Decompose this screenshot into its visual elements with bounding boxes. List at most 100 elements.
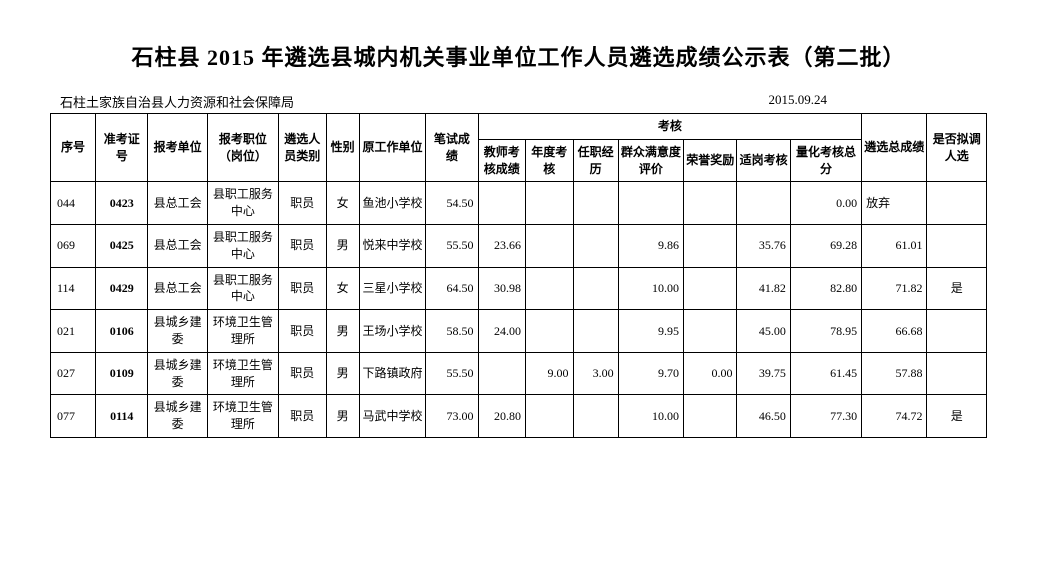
cell-written-score: 73.00 bbox=[426, 395, 478, 438]
cell-orig-unit: 三星小学校 bbox=[359, 267, 426, 310]
col-written-score: 笔试成绩 bbox=[426, 114, 478, 182]
cell-gender: 男 bbox=[326, 352, 359, 395]
cell-quant-total: 0.00 bbox=[790, 182, 861, 225]
cell-category: 职员 bbox=[279, 310, 327, 353]
cell-exam-id: 0109 bbox=[96, 352, 148, 395]
col-tenure: 任职经历 bbox=[573, 139, 618, 182]
cell-fit-assess: 41.82 bbox=[737, 267, 790, 310]
cell-apply-unit: 县城乡建委 bbox=[148, 310, 207, 353]
cell-quant-total: 82.80 bbox=[790, 267, 861, 310]
cell-quant-total: 77.30 bbox=[790, 395, 861, 438]
cell-fit-assess: 45.00 bbox=[737, 310, 790, 353]
table-row: 1140429县总工会县职工服务中心职员女三星小学校64.5030.9810.0… bbox=[51, 267, 987, 310]
col-annual: 年度考核 bbox=[526, 139, 574, 182]
cell-mass-eval: 9.86 bbox=[618, 224, 683, 267]
cell-apply-position: 县职工服务中心 bbox=[207, 182, 278, 225]
cell-annual bbox=[526, 182, 574, 225]
cell-apply-position: 环境卫生管理所 bbox=[207, 310, 278, 353]
cell-teacher-score: 24.00 bbox=[478, 310, 526, 353]
col-apply-unit: 报考单位 bbox=[148, 114, 207, 182]
col-quant-total: 量化考核总分 bbox=[790, 139, 861, 182]
cell-apply-position: 县职工服务中心 bbox=[207, 267, 278, 310]
cell-teacher-score bbox=[478, 182, 526, 225]
cell-tenure: 3.00 bbox=[573, 352, 618, 395]
col-teacher-score: 教师考核成绩 bbox=[478, 139, 526, 182]
cell-written-score: 55.50 bbox=[426, 224, 478, 267]
cell-select-total: 71.82 bbox=[862, 267, 927, 310]
cell-seq: 069 bbox=[51, 224, 96, 267]
col-gender: 性别 bbox=[326, 114, 359, 182]
cell-seq: 077 bbox=[51, 395, 96, 438]
cell-apply-unit: 县城乡建委 bbox=[148, 395, 207, 438]
cell-orig-unit: 马武中学校 bbox=[359, 395, 426, 438]
cell-annual bbox=[526, 267, 574, 310]
cell-seq: 027 bbox=[51, 352, 96, 395]
cell-category: 职员 bbox=[279, 182, 327, 225]
cell-candidate: 是 bbox=[927, 395, 987, 438]
cell-written-score: 58.50 bbox=[426, 310, 478, 353]
cell-apply-unit: 县总工会 bbox=[148, 182, 207, 225]
table-header: 序号 准考证号 报考单位 报考职位（岗位） 遴选人员类别 性别 原工作单位 笔试… bbox=[51, 114, 987, 182]
cell-written-score: 55.50 bbox=[426, 352, 478, 395]
cell-select-total: 放弃 bbox=[862, 182, 927, 225]
cell-gender: 女 bbox=[326, 182, 359, 225]
cell-teacher-score: 20.80 bbox=[478, 395, 526, 438]
cell-written-score: 64.50 bbox=[426, 267, 478, 310]
col-candidate: 是否拟调人选 bbox=[927, 114, 987, 182]
cell-honor bbox=[684, 310, 737, 353]
page-title: 石柱县 2015 年遴选县城内机关事业单位工作人员遴选成绩公示表（第二批） bbox=[50, 40, 987, 72]
table-row: 0210106县城乡建委环境卫生管理所职员男王场小学校58.5024.009.9… bbox=[51, 310, 987, 353]
cell-apply-position: 环境卫生管理所 bbox=[207, 395, 278, 438]
cell-gender: 男 bbox=[326, 395, 359, 438]
cell-honor bbox=[684, 267, 737, 310]
col-orig-unit: 原工作单位 bbox=[359, 114, 426, 182]
table-row: 0440423县总工会县职工服务中心职员女鱼池小学校54.500.00放弃 bbox=[51, 182, 987, 225]
cell-select-total: 66.68 bbox=[862, 310, 927, 353]
col-category: 遴选人员类别 bbox=[279, 114, 327, 182]
cell-teacher-score: 30.98 bbox=[478, 267, 526, 310]
cell-apply-position: 县职工服务中心 bbox=[207, 224, 278, 267]
table-row: 0770114县城乡建委环境卫生管理所职员男马武中学校73.0020.8010.… bbox=[51, 395, 987, 438]
table-body: 0440423县总工会县职工服务中心职员女鱼池小学校54.500.00放弃069… bbox=[51, 182, 987, 438]
cell-category: 职员 bbox=[279, 352, 327, 395]
col-assessment-group: 考核 bbox=[478, 114, 862, 140]
cell-category: 职员 bbox=[279, 224, 327, 267]
cell-gender: 女 bbox=[326, 267, 359, 310]
cell-exam-id: 0106 bbox=[96, 310, 148, 353]
cell-gender: 男 bbox=[326, 310, 359, 353]
col-honor: 荣誉奖励 bbox=[684, 139, 737, 182]
cell-annual: 9.00 bbox=[526, 352, 574, 395]
cell-orig-unit: 王场小学校 bbox=[359, 310, 426, 353]
cell-apply-unit: 县总工会 bbox=[148, 267, 207, 310]
cell-exam-id: 0429 bbox=[96, 267, 148, 310]
col-apply-position: 报考职位（岗位） bbox=[207, 114, 278, 182]
cell-mass-eval bbox=[618, 182, 683, 225]
cell-fit-assess: 35.76 bbox=[737, 224, 790, 267]
cell-honor bbox=[684, 224, 737, 267]
cell-seq: 044 bbox=[51, 182, 96, 225]
cell-exam-id: 0423 bbox=[96, 182, 148, 225]
cell-annual bbox=[526, 224, 574, 267]
table-row: 0270109县城乡建委环境卫生管理所职员男下路镇政府55.509.003.00… bbox=[51, 352, 987, 395]
cell-fit-assess: 39.75 bbox=[737, 352, 790, 395]
cell-category: 职员 bbox=[279, 267, 327, 310]
cell-mass-eval: 9.70 bbox=[618, 352, 683, 395]
cell-exam-id: 0425 bbox=[96, 224, 148, 267]
cell-annual bbox=[526, 310, 574, 353]
col-exam-id: 准考证号 bbox=[96, 114, 148, 182]
cell-select-total: 57.88 bbox=[862, 352, 927, 395]
cell-mass-eval: 10.00 bbox=[618, 395, 683, 438]
cell-mass-eval: 10.00 bbox=[618, 267, 683, 310]
cell-tenure bbox=[573, 182, 618, 225]
table-row: 0690425县总工会县职工服务中心职员男悦来中学校55.5023.669.86… bbox=[51, 224, 987, 267]
cell-apply-position: 环境卫生管理所 bbox=[207, 352, 278, 395]
cell-candidate bbox=[927, 224, 987, 267]
cell-quant-total: 61.45 bbox=[790, 352, 861, 395]
cell-written-score: 54.50 bbox=[426, 182, 478, 225]
cell-tenure bbox=[573, 267, 618, 310]
cell-category: 职员 bbox=[279, 395, 327, 438]
cell-fit-assess bbox=[737, 182, 790, 225]
cell-mass-eval: 9.95 bbox=[618, 310, 683, 353]
cell-candidate: 是 bbox=[927, 267, 987, 310]
cell-gender: 男 bbox=[326, 224, 359, 267]
